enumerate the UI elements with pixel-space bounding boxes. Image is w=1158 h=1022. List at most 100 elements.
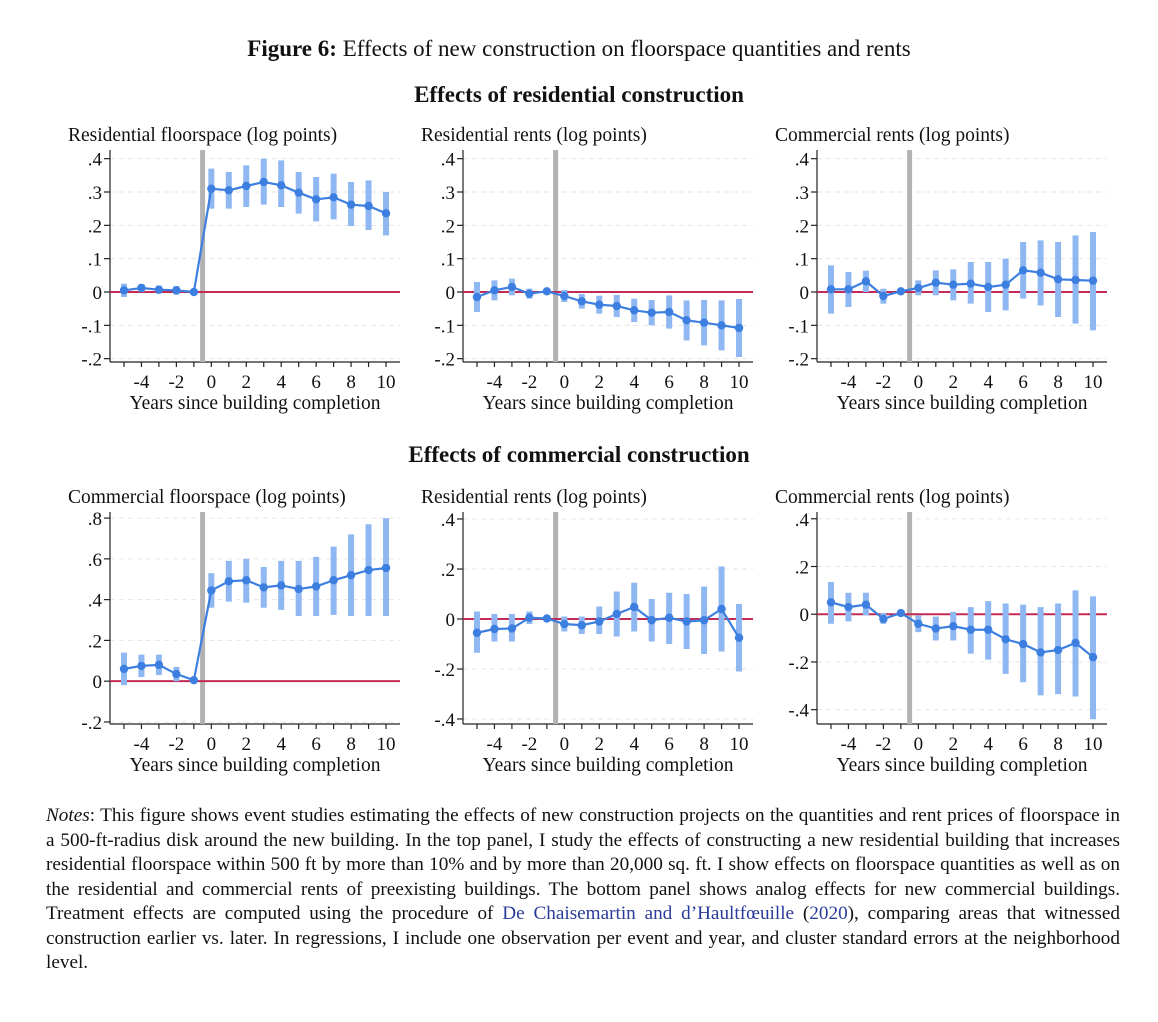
citation-year-link[interactable]: 2020 (809, 903, 848, 924)
x-tick-label: -2 (875, 734, 891, 755)
x-tick-label: 4 (629, 372, 639, 393)
x-tick-label: 10 (1084, 734, 1103, 755)
data-point (879, 614, 888, 624)
chart-title: Residential floorspace (log points) (68, 125, 337, 146)
x-tick-label: -4 (841, 372, 857, 393)
notes-label: Notes (46, 805, 90, 826)
x-tick-label: -4 (134, 372, 150, 393)
data-point (595, 617, 604, 626)
data-point (647, 616, 656, 625)
y-tick-label: 0 (446, 610, 456, 631)
data-point (734, 323, 744, 333)
x-tick-label: 0 (914, 734, 924, 755)
x-tick-label: 4 (983, 372, 993, 393)
x-tick-label: 6 (311, 372, 321, 393)
data-point (207, 586, 216, 595)
data-point (699, 616, 709, 625)
data-point (1088, 652, 1098, 662)
x-tick-label: 4 (276, 734, 286, 755)
data-point (1018, 266, 1028, 275)
x-tick-label: -4 (487, 372, 503, 393)
data-point (717, 604, 726, 614)
data-point (311, 582, 321, 591)
x-tick-label: -2 (168, 372, 184, 393)
data-point (931, 624, 940, 633)
x-tick-label: -4 (134, 734, 150, 755)
y-tick-label: .3 (441, 183, 455, 204)
y-tick-label: -.1 (788, 316, 809, 337)
x-tick-label: 2 (242, 734, 252, 755)
x-tick-label: -2 (521, 372, 537, 393)
y-tick-label: .2 (88, 631, 102, 652)
x-tick-label: -2 (521, 734, 537, 755)
data-point (507, 624, 517, 633)
x-tick-label: -4 (487, 734, 503, 755)
y-tick-label: .2 (88, 216, 102, 237)
data-point (1071, 275, 1080, 285)
series-line (830, 269, 1094, 298)
x-tick-label: 0 (207, 734, 217, 755)
x-tick-label: 6 (664, 734, 674, 755)
data-point (294, 188, 303, 197)
data-point (259, 583, 268, 592)
data-point (826, 598, 836, 607)
data-point (1036, 648, 1045, 657)
data-point (577, 297, 586, 306)
data-point (896, 608, 906, 618)
series-line (476, 605, 740, 639)
y-tick-label: -.4 (434, 710, 455, 731)
x-tick-label: 0 (560, 734, 570, 755)
series-line (123, 180, 387, 294)
section-title-residential: Effects of residential construction (414, 82, 744, 107)
data-point (966, 625, 975, 634)
data-point (242, 576, 251, 585)
data-point (664, 613, 674, 622)
x-tick-label: 6 (1018, 372, 1027, 393)
data-point (560, 291, 569, 301)
data-point (630, 602, 639, 612)
series-line (476, 285, 740, 330)
chart-title: Commercial floorspace (log points) (68, 487, 346, 508)
data-point (1053, 645, 1063, 655)
data-point (189, 675, 199, 685)
data-point (612, 301, 621, 311)
data-point (914, 619, 923, 628)
chart-commercial-rents-bottom: Commercial rents (log points) -.4 -.2 0 .2 .4… (775, 487, 1107, 776)
x-axis-label: Years since building completion (130, 393, 381, 414)
data-point (682, 316, 691, 325)
y-tick-label: 0 (93, 672, 103, 693)
data-point (966, 279, 975, 288)
chart-commercial-rents-top: Commercial rents (log points) -.2 -.1 0 .1 .2… (775, 125, 1107, 414)
data-point (861, 277, 871, 286)
chart-residential-rents-bottom: Residential rents (log points) -.4 -.2 0 .2.… (421, 487, 753, 776)
x-tick-label: 0 (914, 372, 924, 393)
x-axis-label: Years since building completion (483, 755, 734, 776)
y-tick-label: .4 (441, 150, 456, 171)
figure-label: Figure 6: (247, 36, 337, 61)
x-tick-label: 4 (629, 734, 639, 755)
y-tick-label: .1 (441, 250, 455, 271)
x-tick-label: -2 (875, 372, 891, 393)
data-point (525, 613, 534, 622)
data-point (490, 286, 499, 295)
figure-notes: Notes: This figure shows event studies e… (46, 804, 1120, 976)
y-tick-label: .4 (88, 150, 103, 171)
y-tick-label: .1 (88, 250, 102, 271)
data-point (699, 318, 709, 327)
y-tick-label: -.2 (788, 350, 809, 371)
y-tick-label: .1 (795, 250, 809, 271)
data-point (612, 609, 621, 619)
x-tick-label: 4 (276, 372, 286, 393)
data-point (682, 617, 691, 626)
y-tick-label: -.2 (434, 660, 455, 681)
data-point (844, 602, 853, 612)
y-tick-label: .2 (441, 216, 455, 237)
data-point (525, 289, 534, 298)
x-tick-label: 6 (664, 372, 674, 393)
x-tick-label: -2 (168, 734, 184, 755)
citation-link[interactable]: De Chaisemartin and d’Haultfœuille (502, 903, 795, 924)
data-point (1088, 276, 1098, 285)
data-point (329, 576, 338, 585)
y-tick-label: 0 (446, 283, 456, 304)
data-point (224, 577, 233, 586)
